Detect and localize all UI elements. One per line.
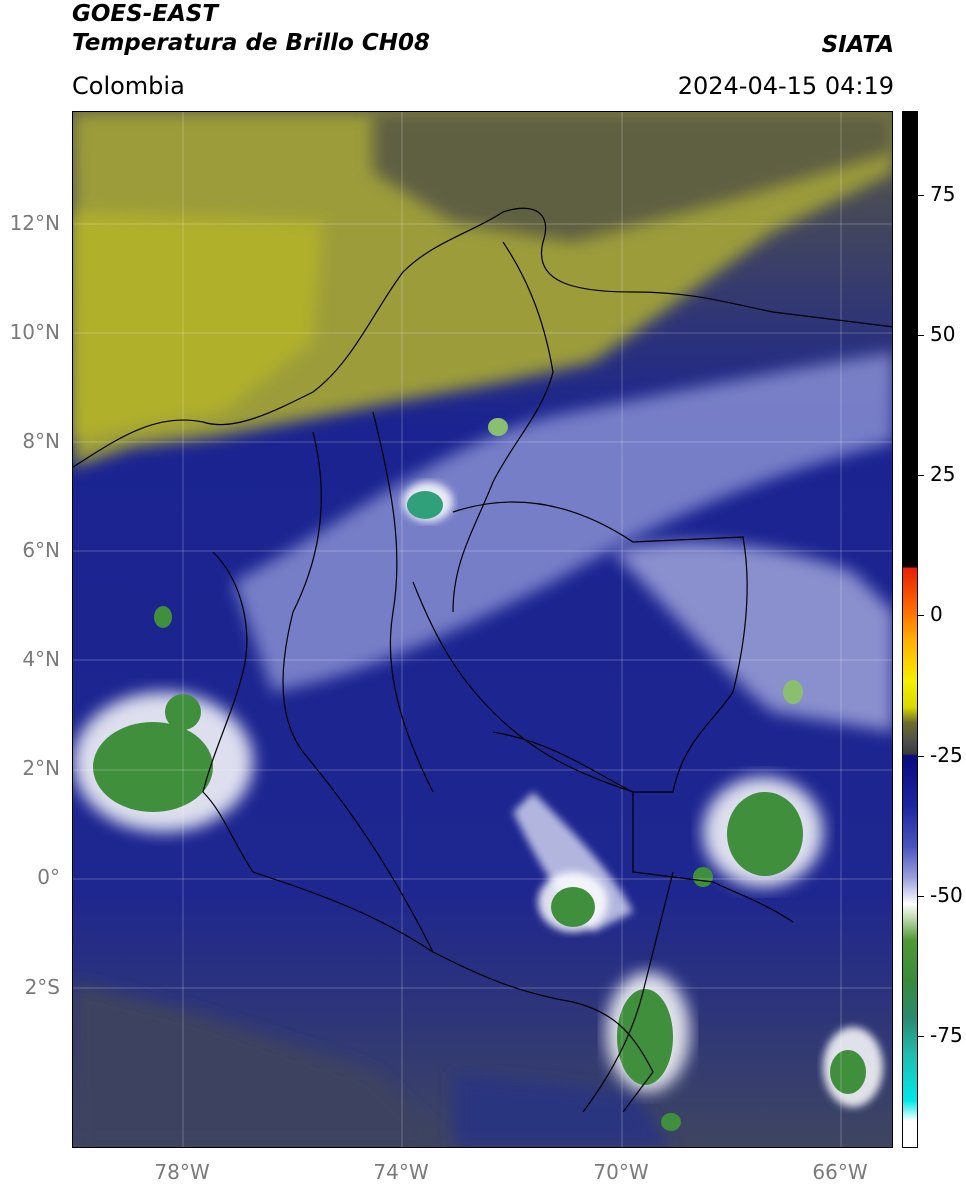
storm-cells <box>73 418 883 1131</box>
lat-tick-0: 0° <box>37 865 60 889</box>
gridlines <box>73 112 892 1147</box>
product-name: Temperatura de Brillo CH08 <box>72 30 430 56</box>
region-label: Colombia <box>72 72 185 100</box>
colorbar-tick-mark <box>918 475 924 476</box>
map-canvas <box>73 112 892 1147</box>
colorbar-tick-mark <box>918 756 924 757</box>
dry-air-north <box>373 112 892 242</box>
lat-tick-2s: 2°S <box>24 975 60 999</box>
colorbar-tick-label: -75 <box>930 1023 963 1047</box>
colorbar-tick-mark <box>918 896 924 897</box>
lat-tick-2n: 2°N <box>22 756 60 780</box>
lon-tick-78w: 78°W <box>154 1160 210 1184</box>
dry-air-core <box>73 212 323 442</box>
satellite-name: GOES-EAST <box>72 1 219 27</box>
lat-tick-8n: 8°N <box>22 429 60 453</box>
colorbar <box>902 111 918 1148</box>
colorbar-tick-label: -25 <box>930 743 963 767</box>
colorbar-tick-label: -50 <box>930 883 963 907</box>
colorbar-tick-label: 25 <box>930 462 956 486</box>
brand-label: SIATA <box>821 32 894 58</box>
cloud-band-east <box>613 541 892 732</box>
lat-tick-4n: 4°N <box>22 647 60 671</box>
timestamp-label: 2024-04-15 04:19 <box>677 72 894 100</box>
dark-s <box>453 1072 672 1147</box>
colorbar-tick-mark <box>918 1036 924 1037</box>
lat-tick-10n: 10°N <box>9 320 60 344</box>
lat-tick-12n: 12°N <box>9 211 60 235</box>
colorbar-tick-mark <box>918 335 924 336</box>
lon-tick-74w: 74°W <box>373 1160 429 1184</box>
title: GOES-EAST Temperatura de Brillo CH08 <box>72 0 430 58</box>
dark-sw <box>73 982 451 1147</box>
lon-tick-70w: 70°W <box>593 1160 649 1184</box>
satellite-map <box>72 111 893 1148</box>
colorbar-tick-label: 75 <box>930 182 956 206</box>
cloud-band <box>233 352 892 692</box>
colorbar-tick-mark <box>918 615 924 616</box>
colorbar-tick-mark <box>918 195 924 196</box>
borders <box>73 207 892 1113</box>
colorbar-tick-label: 50 <box>930 322 956 346</box>
lat-tick-6n: 6°N <box>22 538 60 562</box>
lon-tick-66w: 66°W <box>812 1160 868 1184</box>
colorbar-tick-label: 0 <box>930 602 943 626</box>
